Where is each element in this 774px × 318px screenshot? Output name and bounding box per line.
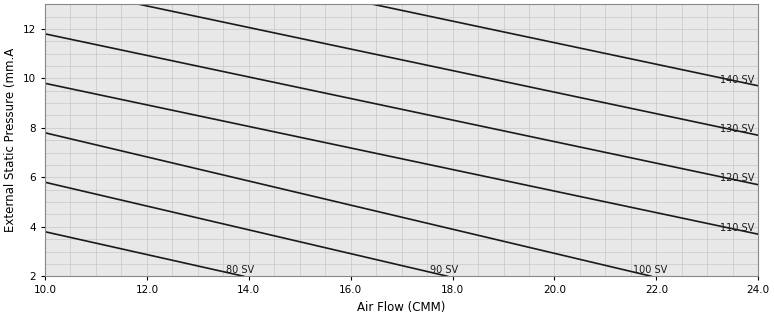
- Text: 140 SV: 140 SV: [720, 74, 755, 85]
- Y-axis label: External Static Pressure (mm.A: External Static Pressure (mm.A: [4, 48, 17, 232]
- Text: 110 SV: 110 SV: [720, 223, 755, 233]
- Text: 90 SV: 90 SV: [430, 265, 457, 275]
- Text: 130 SV: 130 SV: [720, 124, 755, 134]
- Text: 80 SV: 80 SV: [226, 265, 254, 275]
- X-axis label: Air Flow (CMM): Air Flow (CMM): [358, 301, 446, 314]
- Text: 120 SV: 120 SV: [720, 174, 755, 183]
- Text: 100 SV: 100 SV: [633, 265, 668, 275]
